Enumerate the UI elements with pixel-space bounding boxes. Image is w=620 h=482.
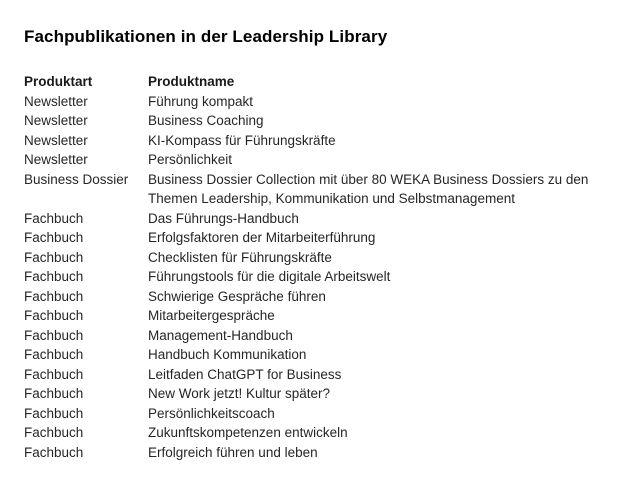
- table-header-row: Produktart Produktname: [24, 72, 600, 92]
- table-row: Fachbuch Erfolgreich führen und leben: [24, 443, 600, 463]
- produktname-cell: Schwierige Gespräche führen: [148, 288, 326, 304]
- table-row: Newsletter Business Coaching: [24, 111, 600, 131]
- produktart-cell: Fachbuch: [24, 444, 84, 460]
- produktname-cell: Mitarbeitergespräche: [148, 308, 275, 323]
- produktname-cell: Führung kompakt: [148, 93, 254, 109]
- table-row: Fachbuch Führungstools für die digitale …: [24, 267, 600, 287]
- table-row: Fachbuch Mitarbeitergespräche: [24, 306, 600, 326]
- table-row: Newsletter Führung kompakt: [24, 92, 600, 112]
- column-header-produktname: Produktname: [148, 74, 235, 89]
- produktart-cell: Fachbuch: [24, 327, 84, 343]
- table-row: Fachbuch Persönlichkeitscoach: [24, 404, 600, 424]
- publications-table: Produktart Produktname Newsletter Führun…: [24, 72, 600, 462]
- column-header-produktart: Produktart: [24, 74, 93, 89]
- table-row: Newsletter KI-Kompass für Führungskräfte: [24, 131, 600, 151]
- table-row: Fachbuch New Work jetzt! Kultur später?: [24, 384, 600, 404]
- produktart-cell: Fachbuch: [24, 210, 84, 226]
- produktart-cell: Fachbuch: [24, 386, 84, 401]
- table-row: Fachbuch Handbuch Kommunikation: [24, 345, 600, 365]
- produktname-cell: Business Dossier Collection mit über 80 …: [148, 171, 589, 207]
- produktart-cell: Fachbuch: [24, 347, 84, 362]
- table-row: Fachbuch Schwierige Gespräche führen: [24, 287, 600, 307]
- produktname-cell: New Work jetzt! Kultur später?: [148, 386, 331, 401]
- table-body: Newsletter Führung kompakt Newsletter Bu…: [24, 92, 600, 463]
- produktart-cell: Newsletter: [24, 113, 88, 128]
- produktart-cell: Fachbuch: [24, 405, 84, 421]
- table-row: Fachbuch Checklisten für Führungskräfte: [24, 248, 600, 268]
- produktart-cell: Business Dossier: [24, 171, 129, 187]
- produktname-cell: Persönlichkeit: [148, 152, 233, 167]
- table-row: Newsletter Persönlichkeit: [24, 150, 600, 170]
- produktname-cell: Persönlichkeitscoach: [148, 405, 275, 421]
- produktart-cell: Newsletter: [24, 152, 88, 167]
- produktname-cell: Business Coaching: [148, 113, 264, 128]
- produktart-cell: Fachbuch: [24, 288, 84, 304]
- page-title: Fachpublikationen in der Leadership Libr…: [24, 27, 388, 46]
- table-row: Fachbuch Zukunftskompetenzen entwickeln: [24, 423, 600, 443]
- table-row: Fachbuch Das Führungs-Handbuch: [24, 209, 600, 229]
- produktname-cell: Erfolgsfaktoren der Mitarbeiterführung: [148, 230, 376, 245]
- produktname-cell: Erfolgreich führen und leben: [148, 444, 318, 460]
- produktart-cell: Fachbuch: [24, 366, 84, 382]
- produktart-cell: Fachbuch: [24, 308, 84, 323]
- produktart-cell: Fachbuch: [24, 230, 84, 245]
- produktname-cell: Führungstools für die digitale Arbeitswe…: [148, 269, 391, 284]
- produktname-cell: KI-Kompass für Führungskräfte: [148, 132, 336, 148]
- produktname-cell: Handbuch Kommunikation: [148, 347, 307, 362]
- produktname-cell: Das Führungs-Handbuch: [148, 210, 299, 226]
- table-row: Fachbuch Erfolgsfaktoren der Mitarbeiter…: [24, 228, 600, 248]
- produktname-cell: Management-Handbuch: [148, 327, 293, 343]
- produktname-cell: Checklisten für Führungskräfte: [148, 249, 332, 265]
- produktname-cell: Zukunftskompetenzen entwickeln: [148, 425, 348, 440]
- produktart-cell: Fachbuch: [24, 269, 84, 284]
- produktart-cell: Fachbuch: [24, 425, 84, 440]
- table-row: Fachbuch Management-Handbuch: [24, 326, 600, 346]
- table-row: Fachbuch Leitfaden ChatGPT for Business: [24, 365, 600, 385]
- produktname-cell: Leitfaden ChatGPT for Business: [148, 366, 342, 382]
- table-row: Business Dossier Business Dossier Collec…: [24, 170, 600, 209]
- produktart-cell: Newsletter: [24, 132, 88, 148]
- produktart-cell: Fachbuch: [24, 249, 84, 265]
- produktart-cell: Newsletter: [24, 93, 88, 109]
